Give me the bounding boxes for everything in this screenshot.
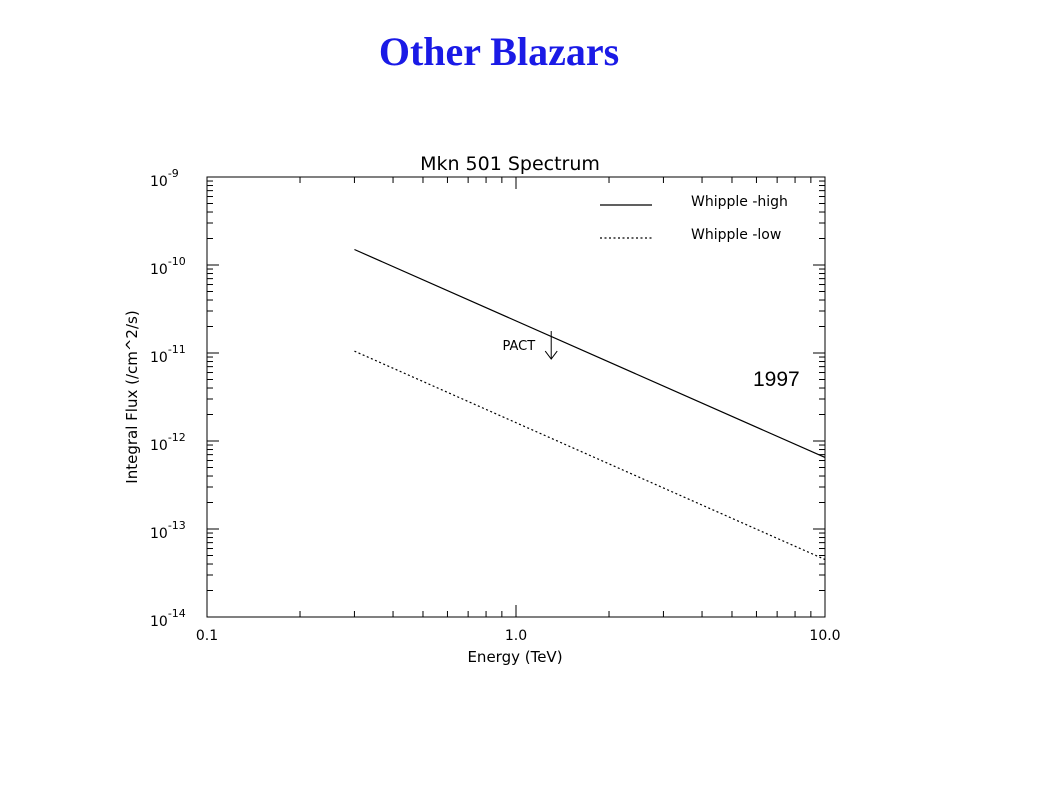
annotation-label: PACT bbox=[503, 339, 536, 354]
x-tick-label: 10.0 bbox=[809, 628, 840, 644]
series-line bbox=[354, 248, 826, 459]
series-line bbox=[354, 350, 826, 561]
y-tick-label: 10-12 bbox=[150, 431, 186, 454]
chart-title: Mkn 501 Spectrum bbox=[420, 153, 600, 175]
x-tick-label: 1.0 bbox=[505, 628, 527, 644]
year-annotation: 1997 bbox=[753, 368, 800, 391]
x-tick-label: 0.1 bbox=[196, 628, 218, 644]
y-tick-label: 10-10 bbox=[150, 255, 186, 278]
x-axis-label: Energy (TeV) bbox=[467, 648, 562, 666]
slide-title: Other Blazars bbox=[378, 29, 620, 74]
plot-area-frame bbox=[206, 176, 826, 618]
y-axis-label: Integral Flux (/cm^2/s) bbox=[123, 310, 141, 483]
y-tick-label: 10-13 bbox=[150, 519, 186, 542]
upper-limit-arrowhead bbox=[544, 350, 558, 360]
y-tick-label: 10-11 bbox=[150, 343, 186, 366]
y-tick-label: 10-9 bbox=[150, 167, 179, 190]
legend-label: Whipple -high bbox=[691, 194, 788, 210]
legend-label: Whipple -low bbox=[691, 227, 781, 243]
y-tick-label: 10-14 bbox=[150, 607, 186, 630]
